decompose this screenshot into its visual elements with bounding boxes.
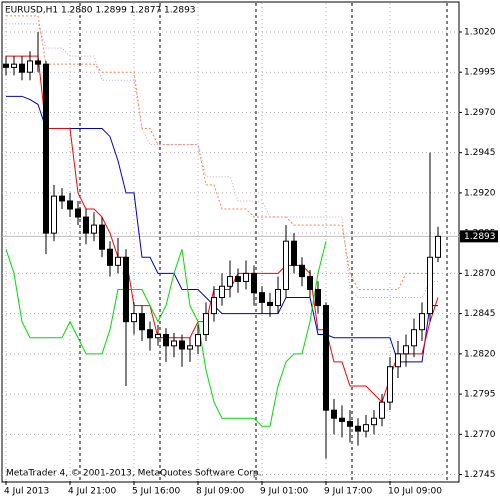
candle-body xyxy=(19,63,25,73)
indicator-line xyxy=(6,95,438,363)
candle-body xyxy=(339,417,345,422)
candle-body xyxy=(147,329,153,339)
candle-body xyxy=(123,256,129,323)
indicator-line xyxy=(6,15,438,290)
x-tick-label: 4 Jul 21:00 xyxy=(68,487,117,497)
candle-body xyxy=(267,301,273,307)
footer: MetaTrader 4, © 2001-2013, MetaQuotes So… xyxy=(6,469,262,479)
candle-body xyxy=(379,401,385,419)
candle-body xyxy=(275,288,281,307)
x-tick-label: 9 Jul 01:00 xyxy=(260,487,309,497)
candle-body xyxy=(387,366,393,403)
y-tick-label: 1.2845 xyxy=(464,309,496,319)
candle-body xyxy=(187,345,193,350)
candle-body xyxy=(195,334,201,347)
candle-body xyxy=(251,272,257,294)
indicator-line xyxy=(6,23,438,299)
candle-body xyxy=(43,63,49,234)
candle-body xyxy=(411,329,417,347)
price-tag: 1.2893 xyxy=(464,232,496,242)
candle-body xyxy=(371,417,377,426)
chart-title: EURUSD,H1 1.2880 1.2899 1.2877 1.2893 xyxy=(5,6,196,16)
candle-body xyxy=(243,272,249,282)
y-tick-label: 1.2995 xyxy=(464,68,496,78)
y-tick-label: 1.2970 xyxy=(464,108,496,118)
y-tick-label: 1.3020 xyxy=(464,27,496,37)
x-tick-label: 9 Jul 17:00 xyxy=(324,487,373,497)
candle-body xyxy=(171,340,177,347)
candle-body xyxy=(355,425,361,432)
y-tick-label: 1.2920 xyxy=(464,188,496,198)
candle-body xyxy=(347,420,353,427)
x-tick-label: 10 Jul 09:00 xyxy=(388,487,442,497)
candle-body xyxy=(435,235,441,258)
candle-body xyxy=(107,248,113,266)
candle-body xyxy=(283,240,289,290)
x-tick-label: 8 Jul 09:00 xyxy=(196,487,245,497)
candle-body xyxy=(299,264,305,278)
candle-body xyxy=(131,313,137,323)
candle-body xyxy=(91,224,97,234)
candle-body xyxy=(315,288,321,307)
candle-body xyxy=(219,285,225,299)
candle-body xyxy=(427,256,433,315)
candle-body xyxy=(179,340,185,350)
y-tick-label: 1.2945 xyxy=(464,148,496,158)
y-tick-label: 1.2745 xyxy=(464,470,496,480)
candle-body xyxy=(323,305,329,411)
indicator-line xyxy=(5,241,327,427)
y-tick-label: 1.2870 xyxy=(464,269,496,279)
y-tick-label: 1.2820 xyxy=(464,349,496,359)
candle-body xyxy=(235,276,241,282)
y-tick-label: 1.2770 xyxy=(464,430,496,440)
candle-body xyxy=(67,200,73,210)
candle-body xyxy=(83,216,89,234)
candle-body xyxy=(403,345,409,355)
candle-body xyxy=(51,195,57,234)
candle-body xyxy=(75,208,81,218)
candle-body xyxy=(99,224,105,250)
candle-body xyxy=(3,63,9,68)
y-tick-label: 1.2795 xyxy=(464,390,496,400)
candle-body xyxy=(27,60,33,73)
candle-body xyxy=(59,195,65,202)
price-tag-bg xyxy=(460,230,498,243)
candle-body xyxy=(139,313,145,331)
candle-body xyxy=(115,256,121,266)
period-separators xyxy=(79,3,448,481)
candle-body xyxy=(227,276,233,287)
candle-body xyxy=(307,276,313,290)
candle-body xyxy=(419,313,425,331)
candle-body xyxy=(259,292,265,303)
candle-body xyxy=(163,334,169,347)
candle-body xyxy=(291,240,297,266)
x-tick-label: 5 Jul 16:00 xyxy=(132,487,181,497)
candle-body xyxy=(11,63,17,68)
candle-body xyxy=(155,334,161,339)
x-tick-label: 4 Jul 2013 xyxy=(4,487,49,497)
candle-body xyxy=(35,60,41,65)
candle-body xyxy=(331,409,337,419)
candle-body xyxy=(211,297,217,315)
candle-body xyxy=(363,424,369,432)
candle-body xyxy=(395,353,401,368)
candle-body xyxy=(203,313,209,336)
